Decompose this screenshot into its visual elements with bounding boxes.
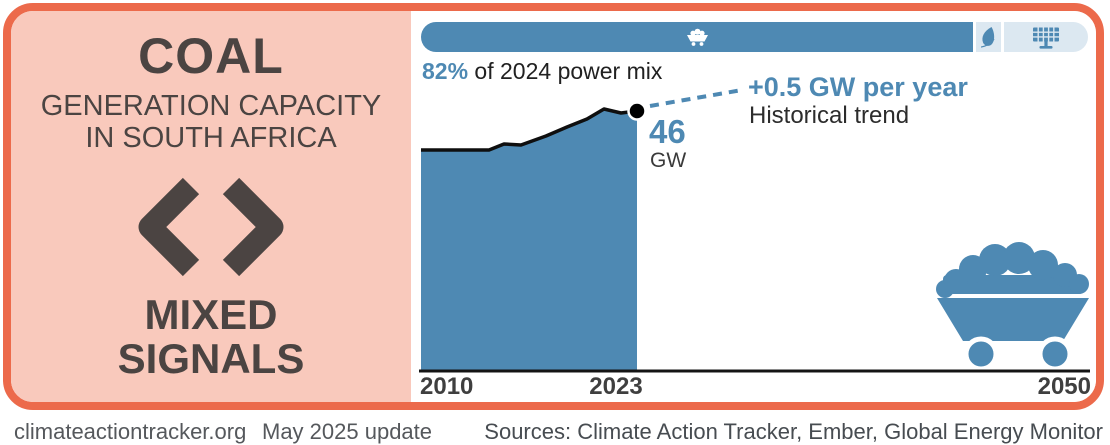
- panel-subtitle-line1: GENERATION CAPACITY: [40, 90, 382, 122]
- trend-dashed-line: [649, 88, 743, 108]
- panel-subtitle: GENERATION CAPACITY IN SOUTH AFRICA: [40, 90, 382, 155]
- infographic-card: COAL GENERATION CAPACITY IN SOUTH AFRICA…: [3, 3, 1104, 410]
- power-mix-bar: [421, 22, 1088, 52]
- power-mix-caption-rest: of 2024 power mix: [468, 58, 663, 84]
- history-line: [421, 107, 638, 152]
- area-fill: [421, 109, 637, 370]
- mixed-signals-chevrons-icon: [138, 177, 284, 276]
- trend-annotation-sublabel: Historical trend: [749, 102, 910, 129]
- summary-panel: COAL GENERATION CAPACITY IN SOUTH AFRICA…: [11, 11, 411, 402]
- panel-subtitle-line2: IN SOUTH AFRICA: [85, 121, 337, 154]
- latest-point-marker: [627, 101, 647, 121]
- rating-line2: SIGNALS: [117, 334, 305, 382]
- x-tick-2023: 2023: [589, 373, 643, 400]
- rating-line1: MIXED: [144, 290, 278, 338]
- power-mix-segment-hydro-bio: [976, 22, 1001, 52]
- latest-value-unit: GW: [650, 149, 687, 172]
- footer-website: climateactiontracker.org: [14, 419, 247, 444]
- power-mix-caption: 82% of 2024 power mix: [422, 58, 662, 85]
- x-tick-2010: 2010: [420, 373, 474, 400]
- chart-panel: 82% of 2024 power mix 46 GW +0.5 GW per …: [411, 11, 1096, 402]
- trend-annotation: +0.5 GW per year: [748, 72, 968, 102]
- power-mix-segment-solar: [1004, 22, 1088, 52]
- footer-sources: Sources: Climate Action Tracker, Ember, …: [484, 419, 1103, 444]
- coal-cart-icon: [686, 28, 708, 46]
- leaf-icon: [981, 27, 995, 48]
- footer-update-date: May 2025 update: [262, 419, 433, 444]
- latest-value: 46: [649, 113, 686, 150]
- x-tick-2050: 2050: [1037, 373, 1091, 400]
- capacity-area-chart: [419, 88, 1090, 373]
- coal-cart-illustration: [936, 242, 1089, 372]
- power-mix-segment-coal: [421, 22, 973, 52]
- solar-panel-icon: [1033, 27, 1059, 49]
- rating-label: MIXED SIGNALS: [117, 290, 305, 382]
- fuel-title: COAL: [138, 28, 284, 84]
- coal-share-percent: 82%: [422, 58, 469, 84]
